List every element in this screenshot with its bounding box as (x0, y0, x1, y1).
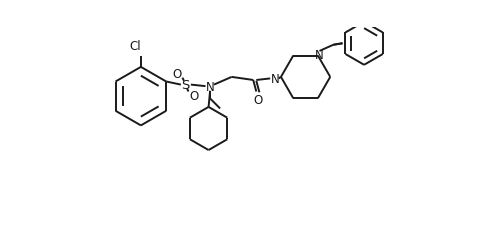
Text: N: N (315, 49, 324, 62)
Text: O: O (189, 89, 198, 102)
Text: S: S (181, 79, 190, 92)
Text: O: O (253, 94, 263, 107)
Text: N: N (271, 73, 279, 85)
Text: N: N (206, 80, 214, 93)
Text: O: O (172, 68, 182, 81)
Text: Cl: Cl (130, 40, 141, 53)
